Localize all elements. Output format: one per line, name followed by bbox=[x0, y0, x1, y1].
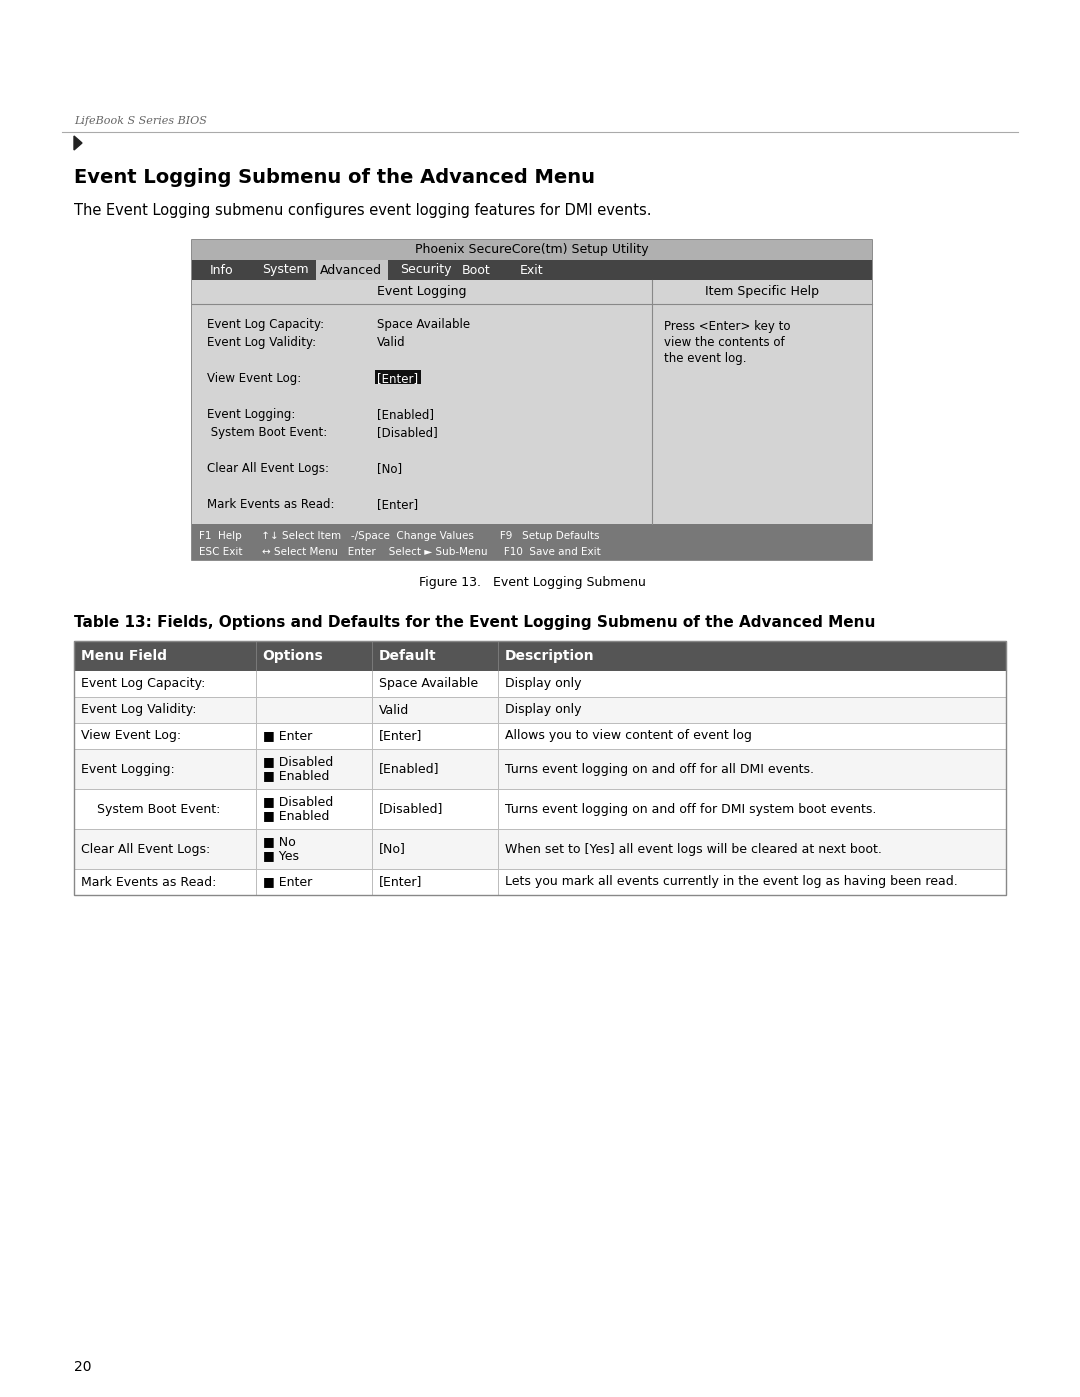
Text: Event Logging:: Event Logging: bbox=[207, 408, 295, 420]
Text: ■ Enabled: ■ Enabled bbox=[262, 770, 329, 782]
Text: Valid: Valid bbox=[379, 704, 409, 717]
Bar bbox=[75, 641, 1005, 671]
Text: the event log.: the event log. bbox=[664, 352, 746, 365]
Text: ESC Exit      ↔ Select Menu   Enter    Select ► Sub-Menu     F10  Save and Exit: ESC Exit ↔ Select Menu Enter Select ► Su… bbox=[199, 548, 600, 557]
Text: Default: Default bbox=[379, 650, 437, 664]
Text: [Enabled]: [Enabled] bbox=[379, 763, 440, 775]
Text: Event Logging:: Event Logging: bbox=[81, 763, 175, 775]
Text: [Enter]: [Enter] bbox=[377, 372, 418, 386]
Text: Event Logging Submenu of the Advanced Menu: Event Logging Submenu of the Advanced Me… bbox=[75, 168, 595, 187]
Text: 20: 20 bbox=[75, 1361, 92, 1375]
Text: [Enter]: [Enter] bbox=[377, 497, 418, 511]
Bar bbox=[316, 260, 388, 279]
Text: Info: Info bbox=[210, 264, 233, 277]
Bar bbox=[75, 749, 1005, 789]
Text: When set to [Yes] all event logs will be cleared at next boot.: When set to [Yes] all event logs will be… bbox=[505, 842, 882, 855]
Text: Event Log Capacity:: Event Log Capacity: bbox=[81, 678, 205, 690]
Text: ■ Enabled: ■ Enabled bbox=[262, 809, 329, 823]
Text: System Boot Event:: System Boot Event: bbox=[207, 426, 327, 439]
Polygon shape bbox=[75, 136, 82, 149]
Text: System: System bbox=[262, 264, 309, 277]
Text: Event Logging: Event Logging bbox=[377, 285, 467, 299]
Text: ■ Yes: ■ Yes bbox=[262, 849, 299, 862]
Bar bbox=[75, 789, 1005, 828]
Text: Item Specific Help: Item Specific Help bbox=[705, 285, 819, 299]
Text: Security: Security bbox=[400, 264, 451, 277]
Text: F1  Help      ↑↓ Select Item   -/Space  Change Values        F9   Setup Defaults: F1 Help ↑↓ Select Item -/Space Change Va… bbox=[199, 531, 599, 541]
Bar bbox=[75, 828, 1005, 869]
Text: [Disabled]: [Disabled] bbox=[379, 802, 444, 816]
Text: Event Log Validity:: Event Log Validity: bbox=[81, 704, 197, 717]
Bar bbox=[375, 370, 421, 384]
Bar bbox=[192, 279, 872, 305]
Text: Display only: Display only bbox=[505, 704, 581, 717]
Bar bbox=[75, 671, 1005, 697]
Text: ■ Disabled: ■ Disabled bbox=[262, 756, 333, 768]
Text: Table 13: Fields, Options and Defaults for the Event Logging Submenu of the Adva: Table 13: Fields, Options and Defaults f… bbox=[75, 615, 876, 630]
Text: Press <Enter> key to: Press <Enter> key to bbox=[664, 320, 791, 332]
Text: [Enter]: [Enter] bbox=[379, 729, 422, 742]
Text: Boot: Boot bbox=[462, 264, 490, 277]
Text: Clear All Event Logs:: Clear All Event Logs: bbox=[207, 462, 329, 475]
Text: The Event Logging submenu configures event logging features for DMI events.: The Event Logging submenu configures eve… bbox=[75, 203, 651, 218]
Bar bbox=[192, 240, 872, 260]
Text: Valid: Valid bbox=[377, 337, 406, 349]
Text: Options: Options bbox=[262, 650, 324, 664]
Text: Display only: Display only bbox=[505, 678, 581, 690]
Text: Clear All Event Logs:: Clear All Event Logs: bbox=[81, 842, 211, 855]
Text: [Enter]: [Enter] bbox=[379, 876, 422, 888]
Text: Advanced: Advanced bbox=[320, 264, 382, 277]
Text: Allows you to view content of event log: Allows you to view content of event log bbox=[505, 729, 752, 742]
Text: Mark Events as Read:: Mark Events as Read: bbox=[207, 497, 335, 511]
Text: LifeBook S Series BIOS: LifeBook S Series BIOS bbox=[75, 116, 207, 126]
Text: ■ Disabled: ■ Disabled bbox=[262, 795, 333, 809]
Text: Space Available: Space Available bbox=[379, 678, 478, 690]
Text: Mark Events as Read:: Mark Events as Read: bbox=[81, 876, 216, 888]
Bar bbox=[192, 305, 872, 524]
Text: [Enabled]: [Enabled] bbox=[377, 408, 434, 420]
Text: Figure 13.   Event Logging Submenu: Figure 13. Event Logging Submenu bbox=[419, 576, 646, 590]
Bar bbox=[192, 542, 872, 560]
Bar bbox=[75, 724, 1005, 749]
Text: Space Available: Space Available bbox=[377, 319, 470, 331]
Text: view the contents of: view the contents of bbox=[664, 337, 785, 349]
Bar bbox=[192, 524, 872, 542]
Bar bbox=[75, 869, 1005, 895]
Bar bbox=[192, 260, 872, 279]
Text: Phoenix SecureCore(tm) Setup Utility: Phoenix SecureCore(tm) Setup Utility bbox=[415, 243, 649, 257]
Text: Menu Field: Menu Field bbox=[81, 650, 167, 664]
Text: View Event Log:: View Event Log: bbox=[207, 372, 301, 386]
Text: [Disabled]: [Disabled] bbox=[377, 426, 437, 439]
Text: Description: Description bbox=[505, 650, 595, 664]
Text: System Boot Event:: System Boot Event: bbox=[81, 802, 220, 816]
Text: ■ Enter: ■ Enter bbox=[262, 729, 312, 742]
Text: [No]: [No] bbox=[379, 842, 406, 855]
Text: Event Log Validity:: Event Log Validity: bbox=[207, 337, 316, 349]
Bar bbox=[192, 240, 872, 560]
Bar bbox=[75, 697, 1005, 724]
Text: ■ Enter: ■ Enter bbox=[262, 876, 312, 888]
Text: Event Log Capacity:: Event Log Capacity: bbox=[207, 319, 324, 331]
Bar bbox=[75, 641, 1005, 895]
Text: Turns event logging on and off for DMI system boot events.: Turns event logging on and off for DMI s… bbox=[505, 802, 877, 816]
Text: Turns event logging on and off for all DMI events.: Turns event logging on and off for all D… bbox=[505, 763, 814, 775]
Text: View Event Log:: View Event Log: bbox=[81, 729, 181, 742]
Text: Exit: Exit bbox=[519, 264, 543, 277]
Text: ■ No: ■ No bbox=[262, 835, 296, 848]
Text: Lets you mark all events currently in the event log as having been read.: Lets you mark all events currently in th… bbox=[505, 876, 958, 888]
Text: [No]: [No] bbox=[377, 462, 402, 475]
